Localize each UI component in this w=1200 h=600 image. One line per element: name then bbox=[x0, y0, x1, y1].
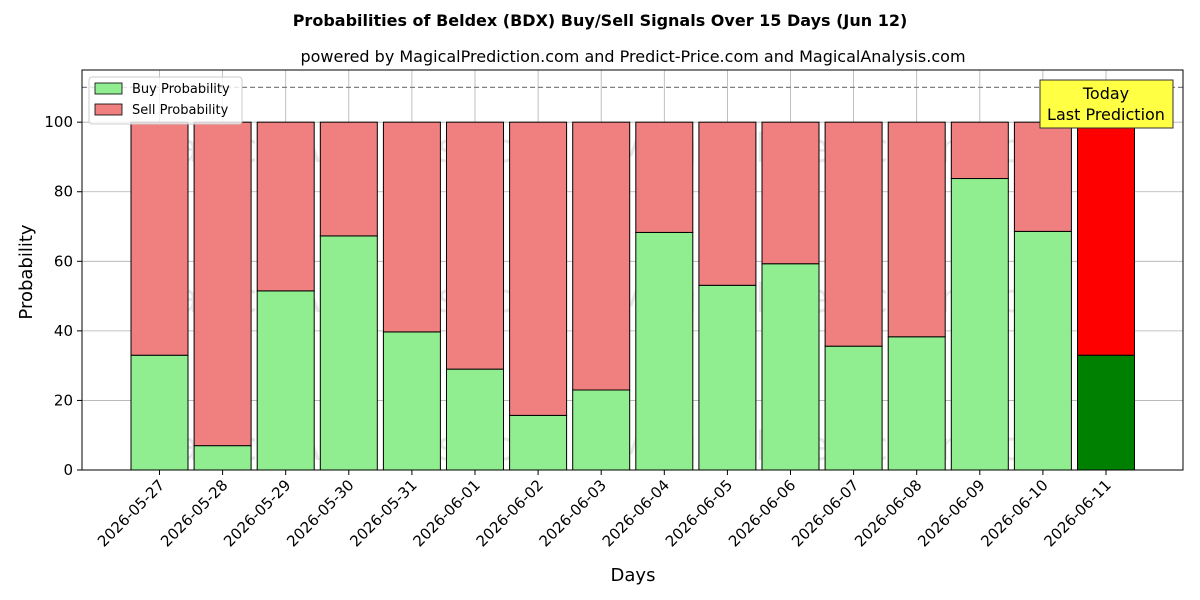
x-tick-label: 2026-06-01 bbox=[409, 476, 483, 550]
bar-sell bbox=[698, 121, 757, 286]
bar-sell bbox=[319, 121, 378, 237]
y-tick-label: 40 bbox=[54, 322, 73, 340]
bar-buy bbox=[698, 284, 757, 471]
bar-buy bbox=[950, 178, 1009, 471]
x-tick-label: 2026-06-06 bbox=[725, 476, 799, 550]
y-tick-label: 80 bbox=[54, 183, 73, 201]
bar-sell bbox=[635, 121, 694, 233]
bar-buy bbox=[635, 231, 694, 471]
x-tick-label: 2026-06-09 bbox=[914, 476, 988, 550]
legend-swatch-buy bbox=[94, 82, 123, 95]
x-tick-label: 2026-05-30 bbox=[283, 476, 357, 550]
x-axis: 2026-05-272026-05-282026-05-292026-05-30… bbox=[94, 470, 1115, 550]
bar-buy bbox=[1077, 354, 1135, 471]
bar-buy bbox=[382, 331, 441, 471]
x-tick-label: 2026-06-04 bbox=[599, 476, 673, 550]
x-tick-label: 2026-06-05 bbox=[662, 476, 736, 550]
x-tick-label: 2026-06-07 bbox=[788, 476, 862, 550]
x-tick-label: 2026-05-27 bbox=[94, 476, 168, 550]
bar-sell bbox=[572, 121, 631, 391]
legend-label-buy: Buy Probability bbox=[132, 82, 230, 97]
y-tick-label: 100 bbox=[44, 113, 73, 131]
bar-sell bbox=[824, 121, 883, 347]
bar-sell bbox=[256, 121, 315, 292]
x-tick-label: 2026-06-08 bbox=[851, 476, 925, 550]
bar-buy bbox=[824, 345, 883, 471]
bar-sell bbox=[446, 121, 504, 370]
legend-frame bbox=[88, 76, 243, 125]
annotation-line1: Today bbox=[1082, 84, 1129, 103]
bar-sell bbox=[1077, 121, 1135, 356]
bar-sell bbox=[382, 121, 441, 333]
y-tick-label: 0 bbox=[63, 461, 73, 479]
today-annotation: Today Last Prediction bbox=[1039, 79, 1174, 129]
x-tick-label: 2026-05-29 bbox=[220, 476, 294, 550]
bar-sell bbox=[950, 121, 1009, 180]
bar-sell bbox=[509, 121, 568, 416]
plot-frame bbox=[81, 69, 1184, 471]
bar-buy bbox=[761, 263, 820, 471]
bar-buy bbox=[1013, 230, 1072, 471]
x-tick-label: 2026-06-10 bbox=[977, 476, 1051, 550]
bar-buy bbox=[446, 368, 504, 471]
bar-buy bbox=[256, 290, 315, 471]
y-tick-label: 20 bbox=[54, 391, 73, 409]
chart-subtitle: powered by MagicalPrediction.com and Pre… bbox=[300, 47, 965, 66]
bar-buy bbox=[130, 354, 189, 471]
x-tick-label: 2026-06-11 bbox=[1040, 476, 1114, 550]
chart-title: Probabilities of Beldex (BDX) Buy/Sell S… bbox=[293, 11, 908, 30]
bar-buy bbox=[572, 389, 631, 471]
bar-buy bbox=[887, 336, 946, 471]
x-axis-label: Days bbox=[611, 565, 656, 586]
bars bbox=[130, 121, 1135, 471]
bar-buy bbox=[509, 414, 568, 471]
y-axis-label: Probability bbox=[16, 224, 37, 319]
legend: Buy Probability Sell Probability bbox=[88, 76, 243, 125]
y-axis: 0 20 40 60 80 100 bbox=[44, 113, 82, 479]
legend-label-sell: Sell Probability bbox=[132, 103, 229, 118]
bar-sell bbox=[887, 121, 946, 338]
x-tick-label: 2026-05-31 bbox=[346, 476, 420, 550]
bar-sell bbox=[1013, 121, 1072, 232]
bar-sell bbox=[761, 121, 820, 265]
bar-sell bbox=[130, 121, 189, 356]
y-tick-label: 60 bbox=[54, 252, 73, 270]
annotation-box bbox=[1039, 79, 1174, 129]
bar-buy bbox=[319, 235, 378, 471]
x-tick-label: 2026-06-02 bbox=[473, 476, 547, 550]
annotation-line2: Last Prediction bbox=[1047, 105, 1165, 124]
x-tick-label: 2026-05-28 bbox=[157, 476, 231, 550]
x-tick-label: 2026-06-03 bbox=[536, 476, 610, 550]
bar-buy bbox=[193, 445, 252, 471]
bar-sell bbox=[193, 121, 252, 447]
legend-swatch-sell bbox=[94, 103, 123, 116]
